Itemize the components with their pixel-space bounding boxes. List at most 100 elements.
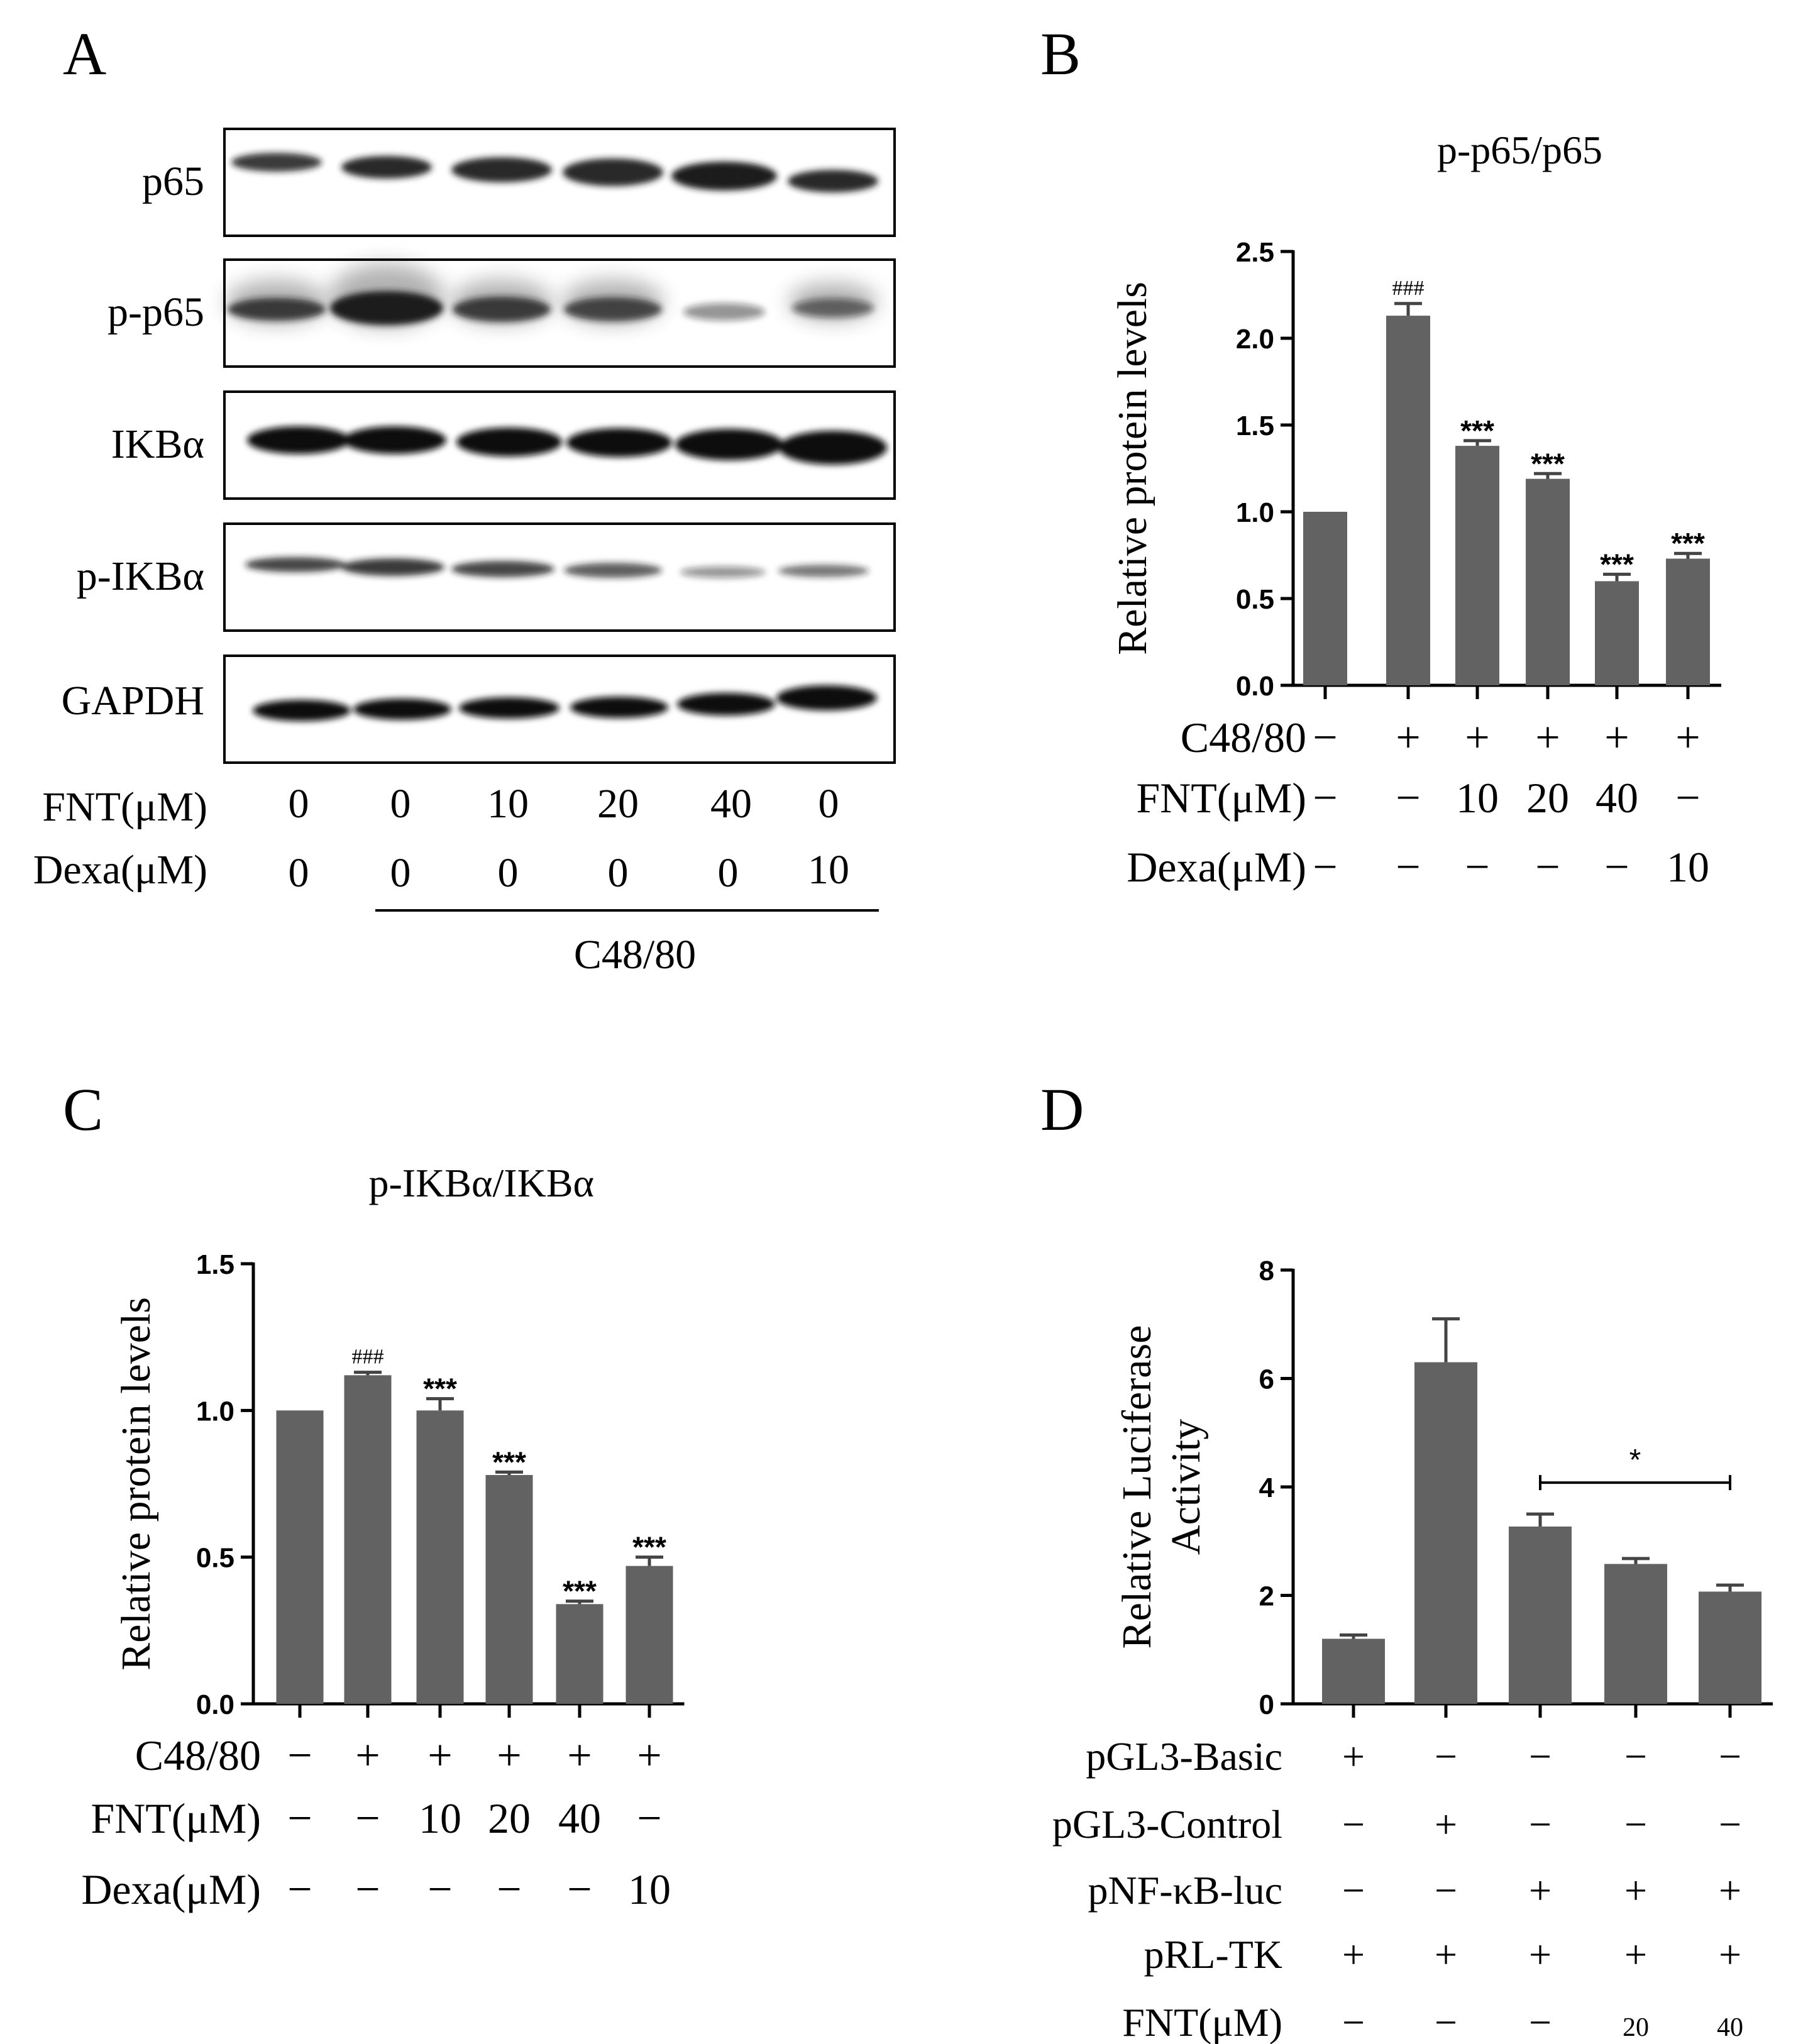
bar <box>556 1604 604 1704</box>
panel-c-label: C <box>63 1076 103 1143</box>
condition-label: FNT(μM) <box>91 1794 261 1842</box>
significance-label: *** <box>1531 447 1565 480</box>
condition-value: 0 <box>289 850 309 896</box>
condition-value: − <box>567 1865 592 1914</box>
condition-value: − <box>1435 1868 1457 1913</box>
condition-value: − <box>1342 1868 1365 1913</box>
condition-label: FNT(μM) <box>1136 774 1306 822</box>
condition-value: 40 <box>1717 2013 1743 2042</box>
band <box>231 153 322 172</box>
condition-value: 0 <box>498 850 519 896</box>
condition-value: + <box>637 1732 661 1780</box>
y-axis-label: Relative protein levels <box>113 1297 159 1671</box>
band <box>353 699 451 720</box>
condition-value: + <box>1719 1868 1741 1913</box>
condition-label: pNF-κB-luc <box>1088 1868 1282 1913</box>
y-tick-label: 0 <box>1259 1689 1274 1720</box>
significance-label: ### <box>1392 277 1425 300</box>
band <box>228 298 326 321</box>
condition-value: + <box>1604 714 1629 762</box>
condition-value: + <box>1529 1868 1552 1913</box>
condition-value: − <box>1435 1734 1457 1779</box>
condition-value: 40 <box>558 1794 601 1842</box>
y-tick-label: 1.5 <box>196 1249 234 1280</box>
band <box>459 697 559 719</box>
condition-value: 40 <box>1596 774 1638 822</box>
blot-p-p65: p-p65 <box>107 258 896 368</box>
band <box>253 700 351 721</box>
band <box>343 426 446 454</box>
condition-value: − <box>1342 2000 1365 2044</box>
condition-value: + <box>497 1732 521 1780</box>
bar <box>276 1410 324 1704</box>
bar <box>1699 1591 1761 1704</box>
condition-value: − <box>1396 843 1420 892</box>
condition-value: 0 <box>819 781 839 827</box>
band <box>451 157 552 182</box>
y-tick-label: 2.5 <box>1236 237 1274 268</box>
y-axis-label-line: Relative Luciferase <box>1114 1325 1160 1649</box>
chart-panel-b: p-p65/p65 Relative protein levels 0.0 0.5 1.… <box>1110 128 1721 892</box>
condition-value: + <box>1624 1868 1647 1913</box>
condition-value: − <box>1342 1802 1365 1847</box>
bar <box>626 1566 673 1704</box>
band <box>341 156 432 179</box>
condition-value: − <box>1465 843 1489 892</box>
band <box>788 170 878 192</box>
condition-value: + <box>1675 714 1700 762</box>
y-tick-label: 2 <box>1259 1581 1274 1612</box>
y-tick-label: 8 <box>1259 1256 1274 1286</box>
condition-value: 40 <box>710 781 752 827</box>
blot-gapdh: GAPDH <box>62 655 896 764</box>
band <box>453 297 551 322</box>
condition-label: Dexa(μM) <box>81 1865 261 1913</box>
y-tick-label: 2.0 <box>1236 324 1274 355</box>
condition-value: + <box>427 1732 452 1780</box>
blot-bands-p-ikba <box>245 557 869 578</box>
condition-value: − <box>355 1865 380 1914</box>
condition-value: + <box>1435 1802 1457 1847</box>
blot-bands-p-p65 <box>228 291 874 325</box>
chart-panel-c: p-IKBα/IKBα Relative protein levels 0.0 0.5… <box>81 1161 685 1914</box>
condition-label-fnt: FNT(μM) <box>42 784 207 830</box>
condition-value: + <box>1529 1932 1552 1977</box>
band <box>451 561 554 577</box>
condition-label: pGL3-Basic <box>1086 1734 1282 1779</box>
condition-value: 20 <box>488 1794 531 1842</box>
band <box>677 693 775 715</box>
condition-value: 10 <box>1456 774 1499 822</box>
bar <box>344 1375 392 1704</box>
condition-value: − <box>497 1865 521 1914</box>
condition-value: 20 <box>1623 2013 1649 2042</box>
condition-value: 10 <box>808 847 849 893</box>
band <box>566 428 672 457</box>
y-tick-label: 1.0 <box>1236 497 1274 528</box>
y-axis-label: Relative LuciferaseActivity <box>1114 1325 1209 1649</box>
bar <box>416 1410 464 1704</box>
bar <box>1595 581 1639 685</box>
condition-value: − <box>1719 1734 1741 1779</box>
significance-label: *** <box>1600 548 1634 580</box>
condition-value: + <box>1535 714 1560 762</box>
condition-value: − <box>1675 774 1700 822</box>
bar <box>1526 478 1570 685</box>
y-tick-label: 0.0 <box>196 1689 234 1720</box>
condition-label-dexa: Dexa(μM) <box>33 847 207 893</box>
y-tick-label: 0.0 <box>1236 671 1274 702</box>
condition-value: − <box>287 1794 312 1843</box>
condition-value: − <box>427 1865 452 1914</box>
condition-value: − <box>1313 843 1337 892</box>
bar <box>1386 316 1430 685</box>
band <box>776 685 877 710</box>
condition-label: pGL3-Control <box>1052 1802 1282 1847</box>
panel-a: A p65 p-p65 <box>33 20 896 978</box>
chart-title: p-IKBα/IKBα <box>368 1161 594 1205</box>
blot-label-p65: p65 <box>142 158 204 204</box>
condition-value: 10 <box>1667 843 1709 891</box>
significance-label: *** <box>492 1445 526 1478</box>
band <box>564 563 662 578</box>
condition-label: C48/80 <box>135 1732 261 1779</box>
band <box>675 429 783 460</box>
significance-label: *** <box>423 1373 457 1405</box>
band <box>792 299 874 318</box>
